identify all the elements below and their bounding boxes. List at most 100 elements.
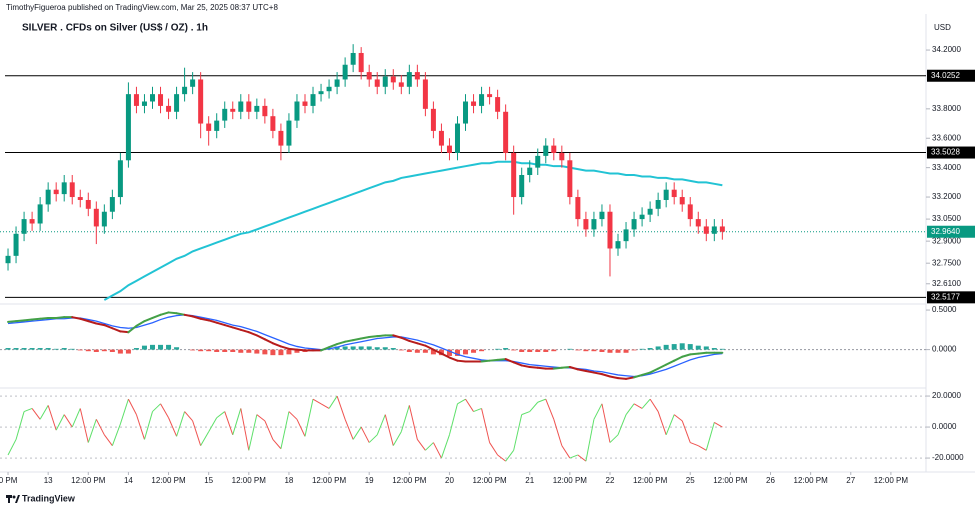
macd-segment [633, 373, 644, 379]
histogram-bar [5, 348, 11, 350]
candle-body [687, 204, 693, 220]
macd-segment [689, 352, 700, 356]
macd-segment [625, 376, 636, 380]
candle [262, 98, 268, 124]
oscillator-segment [127, 398, 137, 415]
macd-segment [175, 312, 186, 316]
macd-segment [336, 340, 347, 346]
oscillator-segment [31, 408, 41, 420]
candle-body [575, 197, 581, 220]
candle-body [198, 79, 204, 124]
oscillator-segment [312, 398, 322, 405]
x-tick-label: 0 PM [0, 476, 18, 485]
oscillator-segment [448, 403, 458, 435]
histogram-bar [406, 349, 412, 352]
candle [535, 148, 541, 175]
macd-segment [183, 313, 194, 318]
macd-segment [552, 366, 563, 370]
histogram-bar [206, 349, 212, 352]
candle-body [374, 79, 380, 87]
histogram-bar [133, 348, 139, 350]
macd-segment [71, 316, 82, 320]
candle [422, 72, 428, 117]
candle [567, 152, 573, 205]
level-label: 33.5028 [931, 148, 960, 157]
candle-body [69, 182, 75, 198]
macd-segment [665, 359, 676, 366]
candle [13, 226, 19, 264]
candle [454, 116, 460, 161]
candle-body [254, 105, 260, 112]
x-tick-label: 12:00 PM [794, 476, 829, 485]
candle-body [535, 155, 541, 168]
oscillator-segment [601, 403, 611, 443]
histogram-bar [125, 349, 131, 354]
candle-body [438, 130, 444, 146]
candle [527, 160, 533, 183]
x-tick-label: 18 [284, 476, 293, 485]
candle-body [93, 208, 99, 227]
histogram-bar [37, 348, 43, 350]
oscillator-segment [7, 439, 17, 456]
histogram-bar [583, 349, 589, 352]
y-tick-label: 32.9000 [932, 236, 961, 245]
candle [687, 197, 693, 227]
y-tick-label: 33.0500 [932, 214, 961, 223]
histogram-bar [639, 348, 645, 350]
candle-body [679, 197, 685, 205]
histogram-bar [270, 349, 276, 356]
oscillator-segment [240, 408, 250, 451]
macd-segment [456, 359, 467, 363]
candle-body [222, 108, 228, 121]
macd-segment [681, 353, 692, 358]
histogram-bar [543, 349, 549, 352]
candle-body [671, 189, 677, 198]
candle-body [527, 167, 533, 175]
candle-body [21, 219, 27, 234]
oscillator-segment [15, 411, 25, 440]
candle-body [149, 94, 155, 102]
oscillator-segment [272, 439, 282, 450]
candle-body [479, 94, 485, 106]
candle [430, 101, 436, 139]
macd-segment [520, 364, 531, 369]
macd-segment [392, 334, 403, 339]
histogram-bar [222, 349, 228, 352]
histogram-bar [141, 345, 147, 350]
moving-average [103, 160, 723, 301]
candle [214, 113, 220, 139]
candle [85, 192, 91, 217]
candle-body [318, 91, 324, 95]
oscillator-segment [473, 407, 482, 413]
y-tick-label: 33.6000 [932, 133, 961, 142]
oscillator-segment [63, 414, 73, 428]
candle [615, 233, 621, 256]
candle-body [398, 82, 404, 87]
oscillator-segment [111, 423, 121, 446]
histogram-bar [374, 347, 380, 350]
oscillator-segment [553, 419, 563, 446]
candle-body [29, 219, 35, 224]
histogram-bar [382, 347, 388, 350]
level-badge [927, 146, 975, 159]
candle-body [663, 189, 669, 200]
candle-body [5, 255, 11, 264]
macd-segment [263, 338, 274, 345]
histogram-bar [454, 349, 460, 356]
candle [37, 197, 43, 231]
candle [166, 98, 172, 120]
macd-segment [119, 330, 130, 334]
oscillator-segment [561, 445, 571, 459]
candle [182, 67, 188, 102]
macd-segment [271, 342, 282, 348]
macd-segment [528, 366, 539, 369]
level-label: 32.5177 [931, 292, 960, 301]
candle [109, 189, 115, 220]
candle [623, 222, 629, 249]
x-tick-label: 12:00 PM [151, 476, 186, 485]
macd-segment [360, 335, 371, 340]
histogram-bar [238, 349, 244, 353]
macd-segment [215, 321, 226, 327]
macd-segment [368, 335, 379, 338]
